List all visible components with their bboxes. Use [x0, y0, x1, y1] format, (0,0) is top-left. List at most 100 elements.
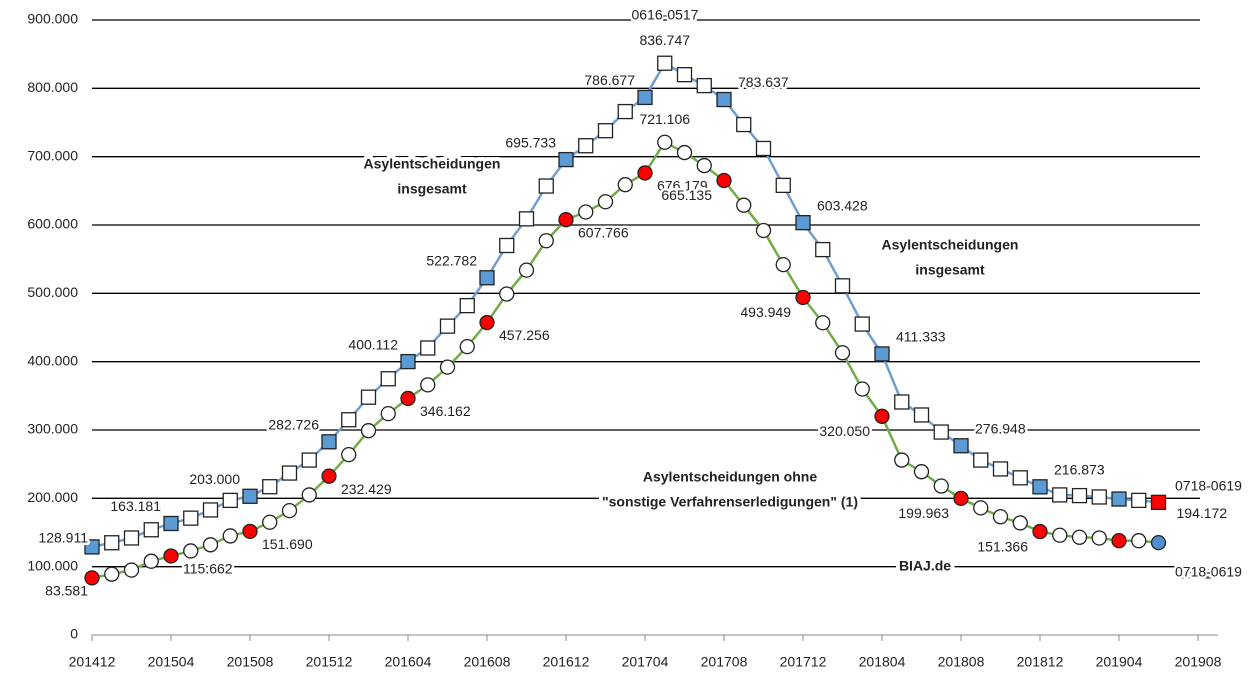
y-tick-label: 800.000 — [27, 79, 78, 95]
marker — [1111, 491, 1127, 507]
marker — [755, 140, 772, 157]
marker — [933, 424, 949, 440]
marker — [657, 55, 673, 71]
value-label: 411.333 — [896, 329, 946, 345]
x-tick-label: 201708 — [701, 654, 748, 670]
marker — [439, 318, 456, 334]
value-label: 320.050 — [819, 423, 870, 439]
marker — [1071, 487, 1088, 504]
marker — [242, 488, 258, 504]
marker — [558, 212, 574, 228]
marker — [380, 371, 396, 387]
x-tick-label: 201804 — [859, 654, 906, 670]
marker — [400, 353, 416, 370]
annotation: Asylentscheidungen — [364, 156, 501, 172]
marker — [854, 381, 870, 397]
marker — [281, 502, 298, 519]
marker — [953, 438, 969, 454]
value-label: 232.429 — [341, 481, 392, 497]
marker — [1091, 530, 1107, 546]
x-tick-label: 201612 — [543, 654, 590, 670]
annotation: Asylentscheidungen ohne — [643, 469, 817, 485]
marker — [202, 502, 219, 518]
x-tick-label: 201608 — [464, 654, 511, 670]
marker — [143, 553, 159, 569]
marker — [597, 123, 614, 139]
marker — [499, 286, 515, 302]
marker — [123, 530, 140, 546]
x-tick-label: 201504 — [148, 654, 195, 670]
marker — [1052, 527, 1068, 543]
y-tick-label: 500.000 — [27, 284, 78, 300]
marker — [1032, 479, 1048, 495]
y-tick-label: 200.000 — [27, 489, 78, 505]
value-label: 203.000 — [189, 471, 240, 487]
marker — [202, 537, 219, 553]
marker — [874, 346, 890, 362]
marker — [262, 514, 278, 530]
y-tick-label: 100.000 — [27, 557, 78, 573]
marker — [933, 478, 949, 494]
marker — [84, 570, 100, 586]
value-label: 665.135 — [661, 187, 712, 203]
marker — [499, 237, 515, 254]
y-tick-label: 0 — [70, 626, 78, 642]
marker — [696, 77, 712, 94]
marker — [953, 490, 969, 507]
value-label: 603.428 — [817, 197, 868, 213]
value-label: 522.782 — [426, 252, 477, 268]
marker — [400, 390, 416, 407]
marker — [262, 479, 278, 495]
marker — [538, 233, 554, 249]
y-tick-label: 700.000 — [27, 147, 78, 163]
annotation: insgesamt — [397, 181, 467, 197]
marker — [795, 215, 811, 231]
value-label: 783.637 — [738, 74, 789, 90]
marker — [637, 165, 653, 181]
y-tick-label: 400.000 — [27, 352, 78, 368]
marker — [222, 528, 238, 544]
value-label: 493.949 — [740, 304, 791, 320]
value-label: 836.747 — [639, 32, 690, 48]
marker — [834, 345, 851, 361]
marker — [992, 509, 1009, 525]
marker — [479, 270, 495, 286]
marker — [973, 452, 989, 468]
marker — [479, 314, 495, 331]
marker — [439, 359, 456, 375]
x-tick-label: 201908 — [1175, 654, 1222, 670]
annotation: BIAJ.de — [899, 558, 951, 574]
marker — [815, 241, 831, 258]
marker — [1150, 494, 1167, 510]
value-label: 607.766 — [578, 224, 629, 240]
marker — [341, 446, 357, 463]
marker — [420, 340, 436, 356]
value-label: 151.366 — [977, 538, 1028, 554]
value-label: 216.873 — [1054, 462, 1105, 478]
y-tick-label: 600.000 — [27, 216, 78, 232]
value-label: 276.948 — [975, 420, 1026, 436]
marker — [617, 177, 633, 193]
marker — [716, 91, 732, 108]
value-label: 346.162 — [420, 403, 471, 419]
x-tick-label: 201904 — [1096, 654, 1143, 670]
marker — [834, 278, 851, 294]
marker — [1131, 533, 1147, 549]
annotation: Asylentscheidungen — [882, 237, 1019, 253]
marker — [676, 67, 693, 83]
marker — [104, 535, 120, 551]
marker — [222, 492, 238, 509]
x-tick-label: 201604 — [385, 654, 432, 670]
marker — [1091, 489, 1107, 505]
marker — [1032, 523, 1048, 540]
marker — [1071, 529, 1088, 545]
marker — [301, 487, 317, 503]
value-label: 163.181 — [110, 498, 161, 514]
marker — [242, 523, 258, 539]
marker — [420, 377, 436, 393]
marker — [815, 315, 831, 331]
marker — [183, 543, 199, 559]
marker — [360, 389, 377, 405]
